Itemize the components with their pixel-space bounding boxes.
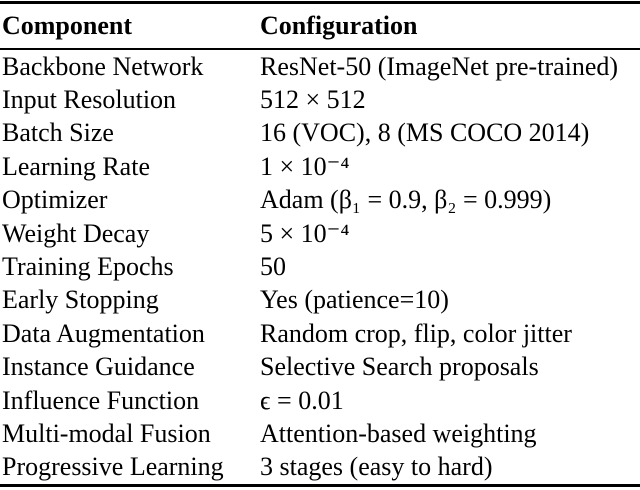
col-header-component: Component xyxy=(2,11,133,40)
configuration-cell: Yes (patience=10) xyxy=(260,285,449,315)
component-cell: Data Augmentation xyxy=(2,318,205,348)
component-cell: Input Resolution xyxy=(2,85,177,115)
component-cell: Instance Guidance xyxy=(2,352,195,382)
configuration-cell: Selective Search proposals xyxy=(260,352,539,382)
table-row: Input Resolution 512 × 512 xyxy=(0,83,640,116)
configuration-cell: Adam (β₁ = 0.9, β₂ = 0.999) xyxy=(260,185,552,215)
table-row: Weight Decay 5 × 10⁻⁴ xyxy=(0,217,640,250)
component-cell: Multi-modal Fusion xyxy=(2,418,211,448)
configuration-cell: 5 × 10⁻⁴ xyxy=(260,218,350,248)
table-row: Learning Rate 1 × 10⁻⁴ xyxy=(0,150,640,183)
table-row: Multi-modal Fusion Attention-based weight… xyxy=(0,417,640,450)
configuration-cell: Random crop, flip, color jitter xyxy=(260,318,572,348)
table-row: Training Epochs 50 xyxy=(0,250,640,283)
component-cell: Optimizer xyxy=(2,185,108,215)
header-row: Component Configuration xyxy=(0,2,640,49)
component-cell: Training Epochs xyxy=(2,252,174,282)
component-cell: Learning Rate xyxy=(2,151,150,181)
configuration-cell: ϵ = 0.01 xyxy=(260,385,344,415)
component-cell: Batch Size xyxy=(2,118,114,148)
table-row: Progressive Learning 3 stages (easy to ha… xyxy=(0,451,640,486)
table-row: Optimizer Adam (β₁ = 0.9, β₂ = 0.999) xyxy=(0,184,640,217)
col-header-configuration: Configuration xyxy=(260,11,418,40)
component-cell: Early Stopping xyxy=(2,285,159,315)
table-row: Influence Function ϵ = 0.01 xyxy=(0,384,640,417)
configuration-cell: Attention-based weighting xyxy=(260,418,537,448)
configuration-cell: 1 × 10⁻⁴ xyxy=(260,151,350,181)
table-row: Instance Guidance Selective Search propos… xyxy=(0,351,640,384)
table-row: Backbone Network ResNet-50 (ImageNet pre-… xyxy=(0,49,640,83)
component-cell: Weight Decay xyxy=(2,218,150,248)
component-cell: Influence Function xyxy=(2,385,200,415)
configuration-cell: ResNet-50 (ImageNet pre-trained) xyxy=(260,51,619,81)
table-row: Batch Size 16 (VOC), 8 (MS COCO 2014) xyxy=(0,117,640,150)
configuration-cell: 16 (VOC), 8 (MS COCO 2014) xyxy=(260,118,590,148)
configuration-cell: 50 xyxy=(260,252,286,282)
table-header: Component Configuration xyxy=(0,2,640,49)
component-cell: Backbone Network xyxy=(2,51,204,81)
component-cell: Progressive Learning xyxy=(2,452,224,482)
configuration-cell: 3 stages (easy to hard) xyxy=(260,452,493,482)
table-row: Early Stopping Yes (patience=10) xyxy=(0,284,640,317)
configuration-cell: 512 × 512 xyxy=(260,85,366,115)
table-body: Backbone Network ResNet-50 (ImageNet pre-… xyxy=(0,49,640,486)
table-row: Data Augmentation Random crop, flip, colo… xyxy=(0,317,640,350)
